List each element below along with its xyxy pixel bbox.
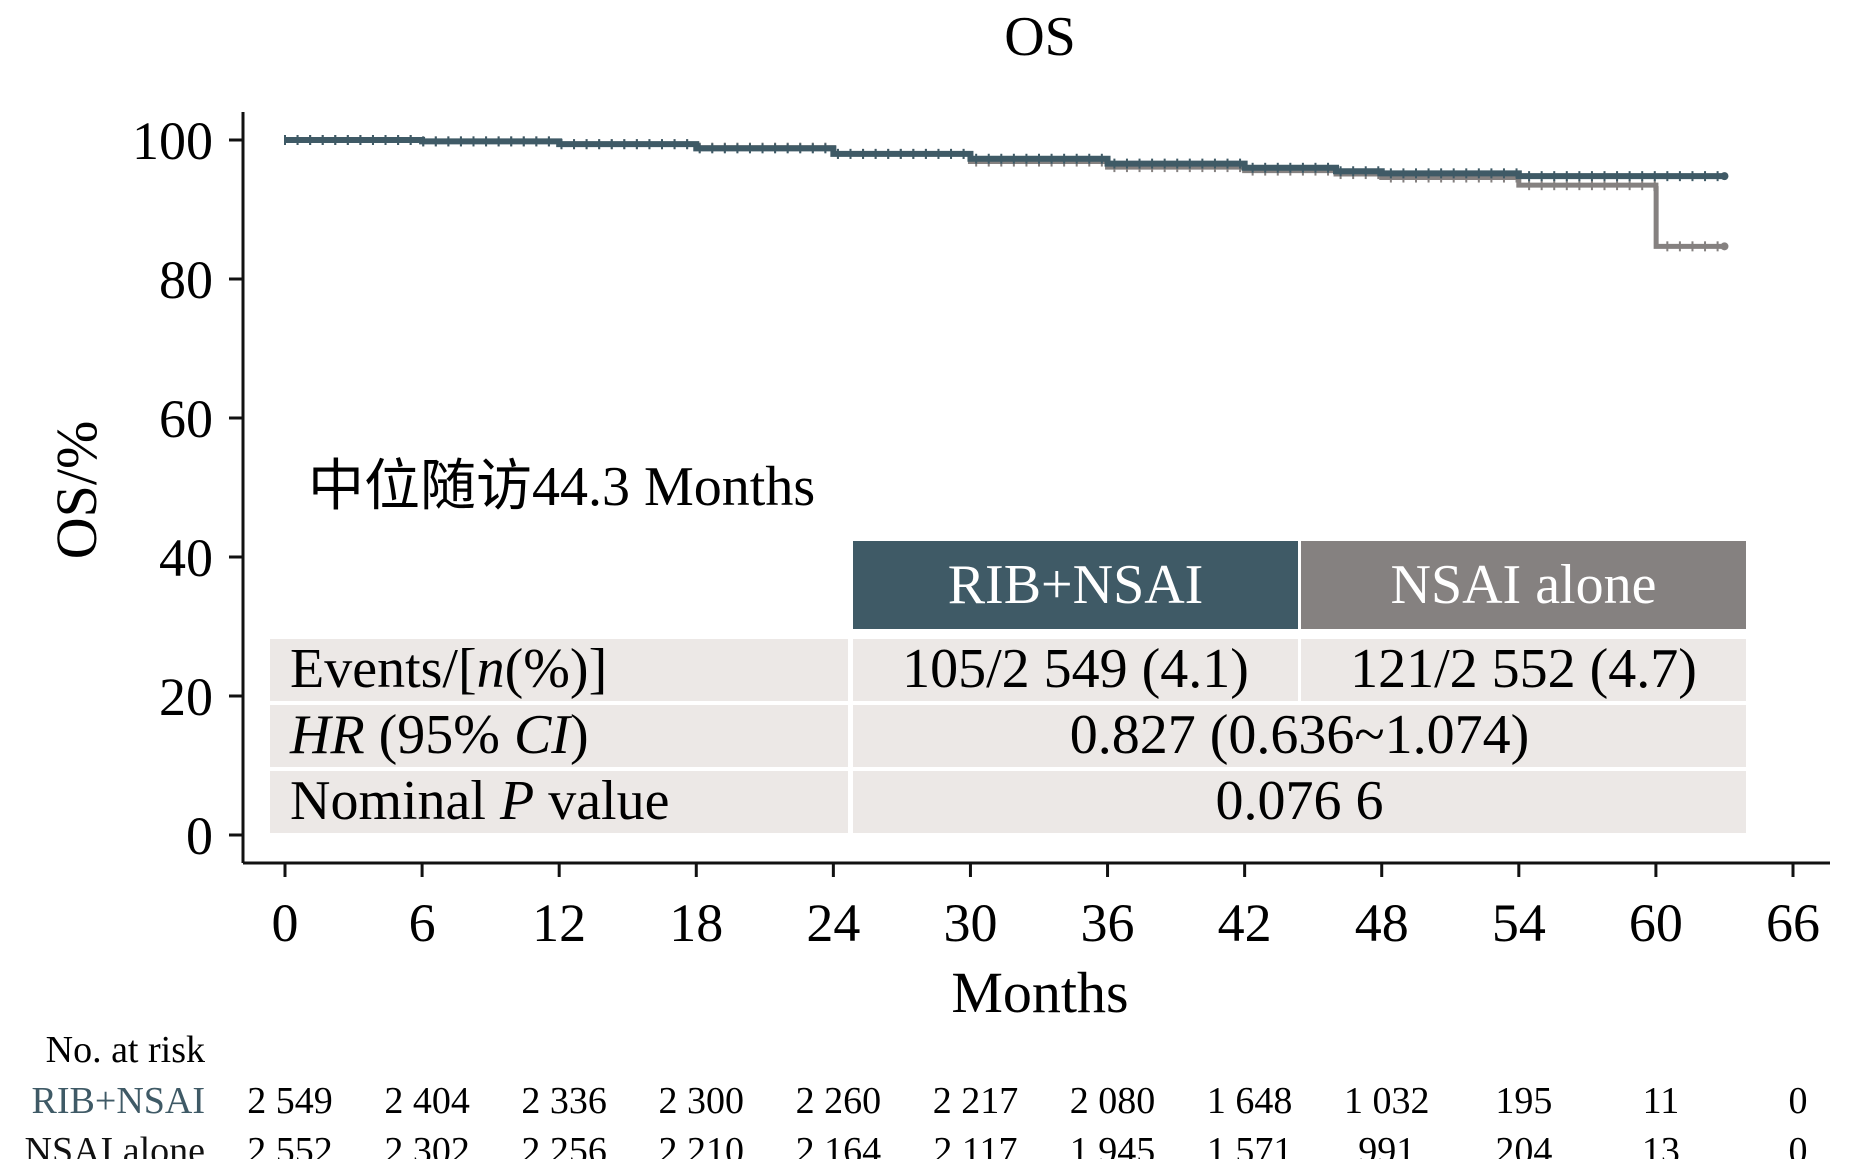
- x-tick-label: 6: [409, 893, 436, 953]
- table-cell-value: 105/2 549 (4.1): [902, 638, 1249, 700]
- risk-table: No. at risk RIB+NSAI 2 549 2 404 2 336 2 300 2…: [25, 1029, 1808, 1159]
- risk-value: 204: [1495, 1130, 1552, 1159]
- series-rib-nsai: [284, 135, 1729, 182]
- x-tick-label: 24: [806, 893, 860, 953]
- y-tick-label: 20: [159, 667, 213, 727]
- table-header-label: RIB+NSAI: [948, 554, 1204, 616]
- axes: 0 20 40 60 80 100 0 6 12 18 24 30 36 42 48 54 60 66 Months…: [44, 111, 1830, 1025]
- risk-value: 2 217: [933, 1080, 1019, 1122]
- risk-row-name: RIB+NSAI: [32, 1080, 205, 1122]
- x-tick-label: 36: [1081, 893, 1135, 953]
- x-tick-label: 12: [532, 893, 586, 953]
- table-merged-cell: [853, 705, 1746, 767]
- table-header-cell: [1301, 541, 1746, 629]
- risk-value: 2 210: [659, 1130, 745, 1159]
- x-tick-label: 42: [1218, 893, 1272, 953]
- chart-title: OS: [1004, 6, 1076, 68]
- risk-value: 13: [1642, 1130, 1680, 1159]
- risk-value: 0: [1789, 1130, 1808, 1159]
- y-axis-label: OS/%: [44, 421, 109, 560]
- series-end-point: [1720, 242, 1729, 251]
- risk-value: 2 256: [521, 1130, 607, 1159]
- risk-value: 2 336: [521, 1080, 607, 1122]
- table-row-label-cell: [270, 771, 848, 833]
- y-tick-label: 100: [132, 111, 213, 171]
- table-header-cell: [853, 541, 1298, 629]
- x-tick-label: 0: [272, 893, 299, 953]
- table-row-label: Nominal P value: [290, 770, 669, 832]
- table-merged-value: 0.076 6: [1216, 770, 1384, 832]
- risk-table-header: No. at risk: [46, 1029, 205, 1071]
- x-tick-label: 54: [1492, 893, 1546, 953]
- risk-value: 2 080: [1070, 1080, 1156, 1122]
- x-tick-label: 30: [943, 893, 997, 953]
- risk-value: 0: [1789, 1080, 1808, 1122]
- risk-value: 2 300: [659, 1080, 745, 1122]
- risk-value: 991: [1358, 1130, 1415, 1159]
- y-tick-label: 0: [186, 806, 213, 866]
- table-row-label-cell: [270, 639, 848, 701]
- series-end-point: [1720, 172, 1729, 181]
- risk-value: 2 260: [796, 1080, 882, 1122]
- risk-value: 11: [1643, 1080, 1680, 1122]
- risk-value: 2 552: [247, 1130, 333, 1159]
- risk-value: 2 164: [796, 1130, 882, 1159]
- risk-value: 1 945: [1070, 1130, 1156, 1159]
- table-header-label: NSAI alone: [1391, 554, 1657, 616]
- risk-value: 1 648: [1207, 1080, 1293, 1122]
- x-tick-label: 48: [1355, 893, 1409, 953]
- table-row-label-cell: [270, 705, 848, 767]
- table-row-label: HR (95% CI): [289, 704, 589, 766]
- risk-value: 2 404: [384, 1080, 470, 1122]
- stats-table: RIB+NSAI NSAI alone Events/[n(%)] 105/2 549…: [270, 541, 1746, 833]
- table-merged-value: 0.827 (0.636~1.074): [1070, 704, 1530, 766]
- y-tick-label: 60: [159, 389, 213, 449]
- x-tick-label: 18: [669, 893, 723, 953]
- x-axis-label: Months: [951, 960, 1128, 1025]
- survival-curves: [284, 135, 1729, 252]
- table-merged-cell: [853, 771, 1746, 833]
- x-tick-label: 60: [1629, 893, 1683, 953]
- table-cell: [1301, 639, 1746, 701]
- risk-value: 2 117: [933, 1130, 1017, 1159]
- series-line: [285, 137, 1725, 180]
- median-followup-annotation: 中位随访44.3 Months: [308, 456, 815, 518]
- risk-row-name: NSAI alone: [25, 1130, 205, 1159]
- risk-value: 1 032: [1344, 1080, 1430, 1122]
- y-tick-label: 40: [159, 528, 213, 588]
- risk-value: 2 302: [384, 1130, 470, 1159]
- x-tick-label: 66: [1766, 893, 1820, 953]
- risk-value: 195: [1495, 1080, 1552, 1122]
- risk-value: 1 571: [1207, 1130, 1293, 1159]
- table-cell: [853, 639, 1298, 701]
- y-tick-label: 80: [159, 250, 213, 310]
- table-row-label: Events/[n(%)]: [290, 638, 607, 700]
- risk-value: 2 549: [247, 1080, 333, 1122]
- table-cell-value: 121/2 552 (4.7): [1350, 638, 1697, 700]
- series-nsai-alone: [284, 135, 1729, 252]
